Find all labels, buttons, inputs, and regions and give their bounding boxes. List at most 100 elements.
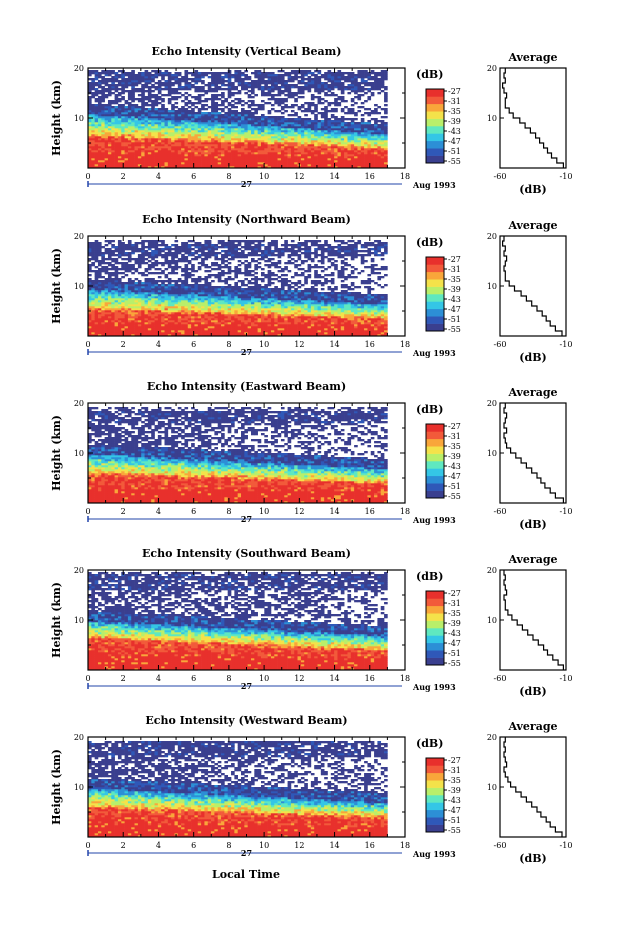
heatmap-cell	[91, 138, 95, 141]
heatmap-cell	[207, 154, 212, 157]
heatmap-cell	[131, 132, 135, 135]
heatmap-cell	[284, 130, 288, 133]
heatmap-cell	[147, 314, 152, 317]
heatmap-cell	[347, 160, 352, 163]
heatmap-cell	[257, 148, 262, 151]
heatmap-cell	[337, 84, 342, 87]
heatmap-cell	[101, 126, 105, 129]
heatmap-cell	[304, 156, 308, 159]
heatmap-cell	[94, 74, 99, 77]
heatmap-cell	[334, 128, 338, 131]
heatmap-cell	[154, 314, 159, 317]
heatmap-cell	[237, 148, 242, 151]
heatmap-cell	[177, 112, 182, 115]
heatmap-cell	[197, 162, 202, 165]
heatmap-cell	[350, 156, 355, 159]
heatmap-cell	[177, 120, 182, 123]
heatmap-cell	[314, 96, 318, 99]
heatmap-cell	[117, 100, 122, 103]
heatmap-cell	[154, 122, 159, 125]
heatmap-cell	[307, 80, 312, 83]
heatmap-cell	[147, 332, 152, 335]
heatmap-cell	[217, 122, 222, 125]
heatmap-cell	[164, 122, 169, 125]
heatmap-cell	[141, 124, 145, 127]
heatmap-cell	[377, 136, 382, 139]
heatmap-cell	[350, 134, 355, 137]
heatmap-cell	[154, 120, 159, 123]
heatmap-cell	[154, 290, 159, 293]
heatmap-cell	[177, 298, 182, 301]
heatmap-cell	[174, 262, 179, 265]
heatmap-cell	[111, 332, 115, 335]
heatmap-cell	[191, 84, 195, 87]
heatmap-cell	[300, 110, 305, 113]
heatmap-cell	[334, 116, 338, 119]
heatmap-cell	[167, 116, 172, 119]
heatmap-cell	[207, 122, 212, 125]
heatmap-cell	[174, 246, 179, 249]
heatmap-cell	[107, 108, 112, 111]
heatmap-cell	[107, 330, 112, 333]
heatmap-cell	[194, 138, 199, 141]
heatmap-cell	[354, 74, 358, 77]
heatmap-cell	[274, 166, 278, 169]
heatmap-cell	[241, 110, 245, 113]
heatmap-cell	[97, 264, 102, 267]
heatmap-cell	[221, 150, 225, 153]
heatmap-cell	[97, 274, 102, 277]
heatmap-cell	[324, 72, 328, 75]
heatmap-cell	[340, 140, 345, 143]
heatmap-cell	[154, 158, 159, 161]
heatmap-cell	[337, 158, 342, 161]
heatmap-cell	[237, 150, 242, 153]
colorbar-swatch	[426, 148, 444, 156]
heatmap-cell	[134, 334, 139, 337]
heatmap-cell	[314, 130, 318, 133]
heatmap-cell	[320, 138, 325, 141]
heatmap-cell	[354, 134, 358, 137]
heatmap-cell	[97, 326, 102, 329]
heatmap-cell	[141, 316, 145, 319]
heatmap-cell	[257, 164, 262, 167]
heatmap-cell	[374, 120, 378, 123]
heatmap-cell	[204, 84, 209, 87]
heatmap-cell	[97, 246, 102, 249]
heatmap-cell	[324, 92, 328, 95]
heatmap-cell	[147, 154, 152, 157]
heatmap-cell	[320, 74, 325, 77]
heatmap-cell	[174, 282, 179, 285]
heatmap-cell	[104, 126, 109, 129]
heatmap-cell	[137, 306, 142, 309]
heatmap-cell	[167, 302, 172, 305]
heatmap-cell	[324, 94, 328, 97]
heatmap-cell	[217, 136, 222, 139]
heatmap-cell	[157, 136, 162, 139]
heatmap-cell	[144, 300, 149, 303]
heatmap-cell	[171, 332, 175, 335]
heatmap-cell	[161, 270, 165, 273]
heatmap-cell	[237, 102, 242, 105]
heatmap-cell	[360, 152, 365, 155]
heatmap-cell	[151, 100, 155, 103]
heatmap-cell	[217, 132, 222, 135]
heatmap-cell	[104, 332, 109, 335]
heatmap-cell	[370, 160, 375, 163]
heatmap-cell	[141, 318, 145, 321]
heatmap-cell	[107, 320, 112, 323]
heatmap-cell	[91, 118, 95, 121]
heatmap-cell	[201, 86, 205, 89]
heatmap-cell	[197, 154, 202, 157]
heatmap-cell	[164, 152, 169, 155]
heatmap-cell	[357, 70, 362, 73]
heatmap-cell	[144, 298, 149, 301]
heatmap-cell	[334, 82, 338, 85]
heatmap-cell	[380, 78, 385, 81]
heatmap-cell	[97, 90, 102, 93]
heatmap-cell	[370, 158, 375, 161]
heatmap-cell	[227, 122, 232, 125]
heatmap-cell	[320, 146, 325, 149]
profile-x-tick-label: -60	[494, 172, 507, 181]
heatmap-cell	[157, 292, 162, 295]
colorbar-swatch	[426, 140, 444, 149]
